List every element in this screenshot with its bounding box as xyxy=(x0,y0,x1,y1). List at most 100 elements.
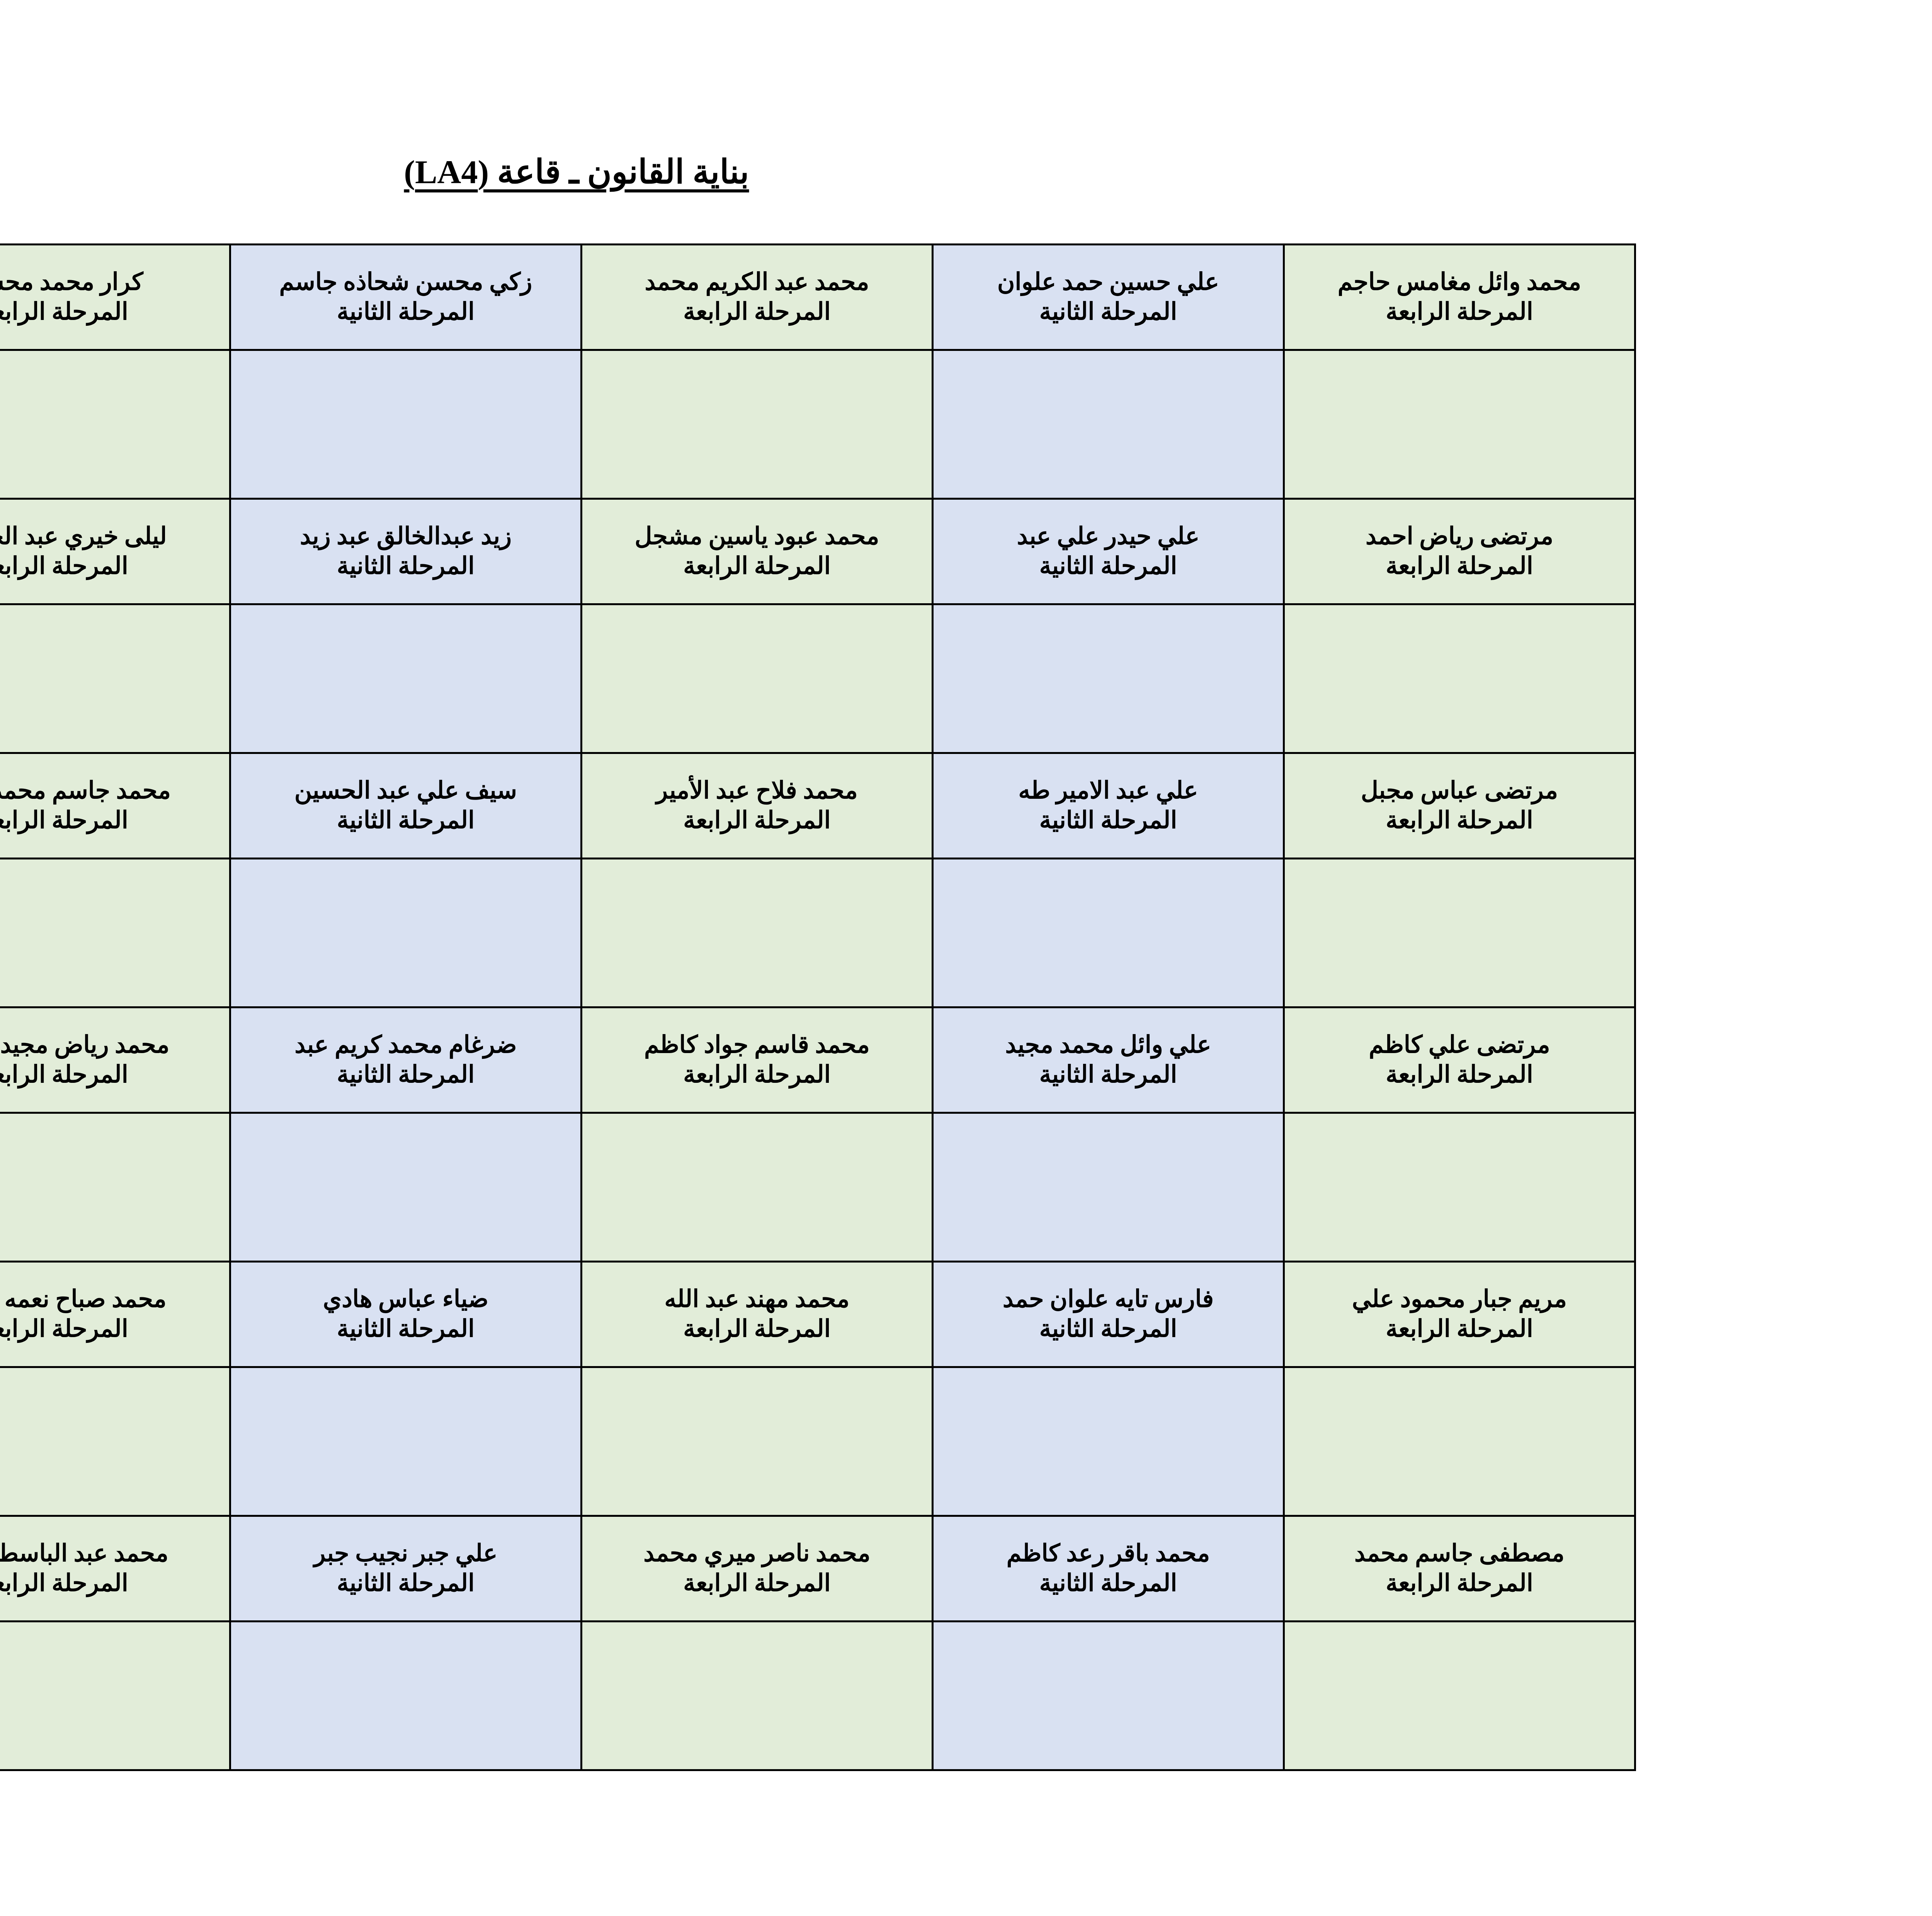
seat-cell-content: مصطفى جاسم محمد المرحلة الرابعة xyxy=(1294,1539,1625,1598)
seat-cell-empty xyxy=(229,858,582,1008)
seat-cell: محمد وائل مغامس حاجم المرحلة الرابعة xyxy=(1283,243,1636,351)
seat-cell-empty xyxy=(932,1366,1285,1517)
table-row: محمد وائل مغامس حاجم المرحلة الرابعة علي ح… xyxy=(0,243,1636,351)
seat-cell-content: ضرغام محمد كريم عبد المرحلة الثانية xyxy=(240,1030,571,1090)
student-name: ليلى خيري عبد الحسين xyxy=(0,523,167,550)
seat-cell: محمد قاسم جواد كاظم المرحلة الرابعة xyxy=(580,1006,934,1114)
seat-cell-empty xyxy=(0,1366,231,1517)
student-stage: المرحلة الرابعة xyxy=(1386,553,1533,579)
seat-cell-content: محمد ناصر ميري محمد المرحلة الرابعة xyxy=(592,1539,922,1598)
student-name: ضرغام محمد كريم عبد xyxy=(294,1032,517,1058)
seat-cell-empty xyxy=(229,349,582,500)
student-name: علي جبر نجيب جبر xyxy=(314,1540,498,1567)
seat-cell: زكي محسن شحاذه جاسم المرحلة الثانية xyxy=(229,243,582,351)
seat-cell-empty xyxy=(0,603,231,754)
seat-cell-content: زكي محسن شحاذه جاسم المرحلة الثانية xyxy=(240,267,571,327)
seat-cell: محمد عبود ياسين مشجل المرحلة الرابعة xyxy=(580,498,934,605)
seat-cell: فارس تايه علوان حمد المرحلة الثانية xyxy=(932,1261,1285,1368)
seat-cell: زيد عبدالخالق عبد زيد المرحلة الثانية xyxy=(229,498,582,605)
student-name: محمد قاسم جواد كاظم xyxy=(644,1032,870,1058)
student-name: محمد عبد الكريم محمد xyxy=(645,269,869,296)
student-stage: المرحلة الثانية xyxy=(1039,807,1177,834)
seat-cell-content: مرتضى عباس مجبل المرحلة الرابعة xyxy=(1294,776,1625,835)
table-spacer-row xyxy=(0,349,1636,500)
seat-cell-empty xyxy=(932,349,1285,500)
seat-cell-empty xyxy=(229,1620,582,1771)
seat-cell-empty xyxy=(580,1366,934,1517)
seat-cell: سيف علي عبد الحسين المرحلة الثانية xyxy=(229,752,582,859)
seat-cell-content: علي وائل محمد مجيد المرحلة الثانية xyxy=(943,1030,1274,1090)
seat-cell: محمد باقر رعد كاظم المرحلة الثانية xyxy=(932,1515,1285,1622)
seat-cell: محمد فلاح عبد الأمير المرحلة الرابعة xyxy=(580,752,934,859)
seat-cell: مريم جبار محمود علي المرحلة الرابعة xyxy=(1283,1261,1636,1368)
student-stage: المرحلة الرابعة xyxy=(0,1316,128,1342)
student-stage: المرحلة الثانية xyxy=(337,553,475,579)
seat-cell-empty xyxy=(229,1366,582,1517)
seat-cell-content: محمد جاسم محمد ذياب المرحلة الرابعة xyxy=(0,776,220,835)
seating-table-body: محمد وائل مغامس حاجم المرحلة الرابعة علي ح… xyxy=(0,243,1636,1771)
seat-cell-empty xyxy=(932,1620,1285,1771)
seat-cell-content: محمد عبد الكريم محمد المرحلة الرابعة xyxy=(592,267,922,327)
seat-cell-empty xyxy=(580,1112,934,1263)
student-name: محمد عبود ياسين مشجل xyxy=(634,523,879,550)
student-stage: المرحلة الرابعة xyxy=(1386,807,1533,834)
student-name: مريم جبار محمود علي xyxy=(1352,1286,1567,1313)
student-stage: المرحلة الثانية xyxy=(1039,1062,1177,1088)
student-stage: المرحلة الرابعة xyxy=(683,1570,831,1596)
student-stage: المرحلة الرابعة xyxy=(683,1316,831,1342)
seat-cell: محمد رياض مجيد محمد المرحلة الرابعة xyxy=(0,1006,231,1114)
student-stage: المرحلة الرابعة xyxy=(0,553,128,579)
student-name: فارس تايه علوان حمد xyxy=(1002,1286,1214,1313)
student-stage: المرحلة الرابعة xyxy=(1386,1316,1533,1342)
student-stage: المرحلة الثانية xyxy=(337,1062,475,1088)
seat-cell-content: محمد باقر رعد كاظم المرحلة الثانية xyxy=(943,1539,1274,1598)
seat-cell-content: فارس تايه علوان حمد المرحلة الثانية xyxy=(943,1285,1274,1344)
student-name: مصطفى جاسم محمد xyxy=(1354,1540,1565,1567)
seat-cell-empty xyxy=(1283,1620,1636,1771)
seat-cell-empty xyxy=(932,603,1285,754)
student-stage: المرحلة الرابعة xyxy=(1386,1570,1533,1596)
seat-cell-content: مريم جبار محمود علي المرحلة الرابعة xyxy=(1294,1285,1625,1344)
seat-cell-empty xyxy=(1283,1112,1636,1263)
seat-cell-content: كرار محمد محسن المرحلة الرابعة xyxy=(0,267,220,327)
seat-cell-empty xyxy=(580,603,934,754)
student-stage: المرحلة الرابعة xyxy=(683,807,831,834)
seat-cell-empty xyxy=(0,349,231,500)
seat-cell-empty xyxy=(580,349,934,500)
seat-cell: علي وائل محمد مجيد المرحلة الثانية xyxy=(932,1006,1285,1114)
table-spacer-row xyxy=(0,1366,1636,1517)
seat-cell-empty xyxy=(580,858,934,1008)
student-name: محمد باقر رعد كاظم xyxy=(1006,1540,1210,1567)
seat-cell-content: محمد صباح نعمه خضير المرحلة الرابعة xyxy=(0,1285,220,1344)
table-spacer-row xyxy=(0,603,1636,754)
seat-cell-content: محمد رياض مجيد محمد المرحلة الرابعة xyxy=(0,1030,220,1090)
seat-cell: محمد عبد الباسط عوده المرحلة الرابعة xyxy=(0,1515,231,1622)
seat-cell-empty xyxy=(580,1620,934,1771)
seat-cell-content: محمد فلاح عبد الأمير المرحلة الرابعة xyxy=(592,776,922,835)
student-name: محمد فلاح عبد الأمير xyxy=(656,778,858,804)
seat-cell-content: محمد قاسم جواد كاظم المرحلة الرابعة xyxy=(592,1030,922,1090)
student-name: مرتضى رياض احمد xyxy=(1365,523,1554,550)
seat-cell-empty xyxy=(1283,1366,1636,1517)
student-name: محمد مهند عبد الله xyxy=(664,1286,850,1313)
seat-cell-content: زيد عبدالخالق عبد زيد المرحلة الثانية xyxy=(240,522,571,581)
seat-cell: علي جبر نجيب جبر المرحلة الثانية xyxy=(229,1515,582,1622)
seat-cell: مرتضى علي كاظم المرحلة الرابعة xyxy=(1283,1006,1636,1114)
seat-cell-content: محمد وائل مغامس حاجم المرحلة الرابعة xyxy=(1294,267,1625,327)
seat-cell-content: علي حسين حمد علوان المرحلة الثانية xyxy=(943,267,1274,327)
table-row: مريم جبار محمود علي المرحلة الرابعة فارس ت… xyxy=(0,1261,1636,1368)
table-spacer-row xyxy=(0,1620,1636,1771)
seat-cell-empty xyxy=(0,858,231,1008)
student-name: محمد وائل مغامس حاجم xyxy=(1337,269,1582,296)
seating-table-container: محمد وائل مغامس حاجم المرحلة الرابعة علي ح… xyxy=(0,243,1636,1771)
seat-cell: مرتضى رياض احمد المرحلة الرابعة xyxy=(1283,498,1636,605)
seat-cell-content: علي جبر نجيب جبر المرحلة الثانية xyxy=(240,1539,571,1598)
student-name: سيف علي عبد الحسين xyxy=(294,778,517,804)
seat-cell-empty xyxy=(1283,603,1636,754)
student-stage: المرحلة الثانية xyxy=(337,807,475,834)
student-stage: المرحلة الثانية xyxy=(337,299,475,325)
page-title: بناية القانون ـ قاعة (LA4) xyxy=(404,153,749,191)
student-name: محمد صباح نعمه خضير xyxy=(0,1286,167,1313)
student-name: علي حسين حمد علوان xyxy=(997,269,1219,296)
student-stage: المرحلة الرابعة xyxy=(683,553,831,579)
